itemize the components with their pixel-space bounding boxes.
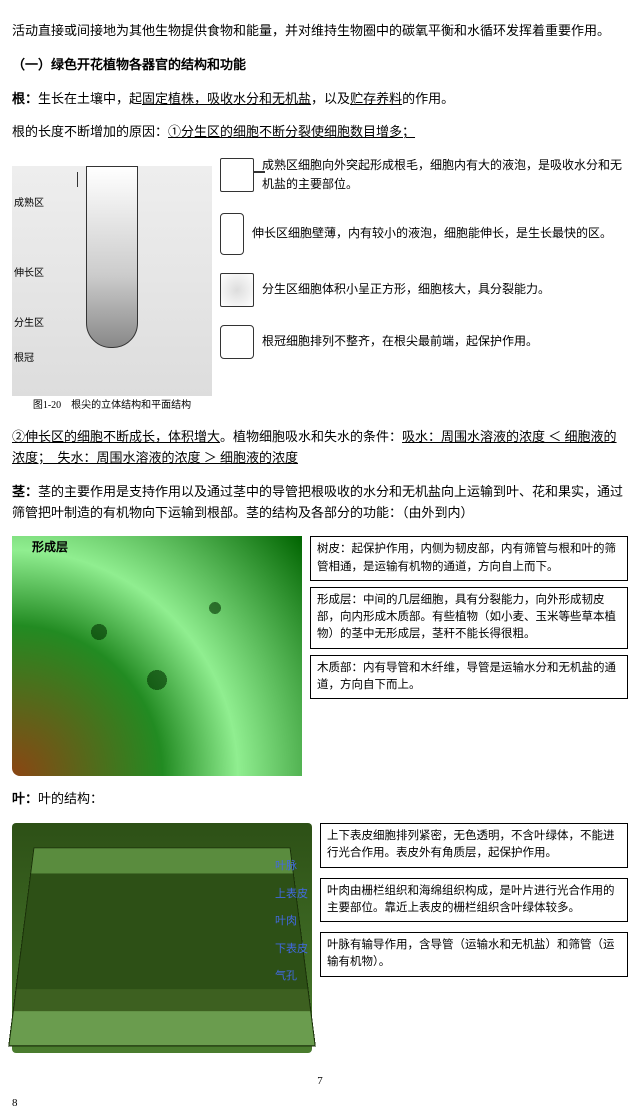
section-1-title: （一）绿色开花植物各器官的结构和功能 [12, 55, 628, 76]
leaf-figure-row: 叶脉 上表皮 叶肉 下表皮 气孔 上下表皮细胞排列紧密，无色透明，不含叶绿体，不… [12, 823, 628, 1053]
leaf-title: 叶：叶的结构： [12, 789, 628, 810]
root-hair-icon [220, 158, 254, 192]
stem-callouts: 树皮：起保护作用，内侧为韧皮部，内有筛管与根和叶的筛管相通，是运输有机物的通道，… [310, 536, 628, 776]
stem-desc: 茎：茎的主要作用是支持作用以及通过茎中的导管把根吸收的水分和无机盐向上运输到叶、… [12, 482, 628, 524]
rootcap-icon [220, 325, 254, 359]
page-number-left: 8 [12, 1095, 628, 1113]
root-diagram: 成熟区 伸长区 分生区 根冠 图1-20 根尖的立体结构和平面结构 [12, 156, 212, 414]
mid-text-1: ②伸长区的细胞不断成长，体积增大。植物细胞吸水和失水的条件：吸水：周围水溶液的浓… [12, 427, 628, 469]
stem-diagram: 形成层 [12, 536, 302, 776]
stem-figure-row: 形成层 树皮：起保护作用，内侧为韧皮部，内有筛管与根和叶的筛管相通，是运输有机物… [12, 536, 628, 776]
page-number-center: 7 [12, 1073, 628, 1091]
leaf-diagram: 叶脉 上表皮 叶肉 下表皮 气孔 [12, 823, 312, 1053]
division-icon [220, 273, 254, 307]
root-reason: 根的长度不断增加的原因：①分生区的细胞不断分裂使细胞数目增多； [12, 122, 628, 143]
root-callouts: 成熟区细胞向外突起形成根毛，细胞内有大的液泡，是吸收水分和无机盐的主要部位。 伸… [220, 156, 628, 414]
leaf-callouts: 上下表皮细胞排列紧密，无色透明，不含叶绿体，不能进行光合作用。表皮外有角质层，起… [320, 823, 628, 1053]
root-figure-row: 成熟区 伸长区 分生区 根冠 图1-20 根尖的立体结构和平面结构 成熟区细胞向… [12, 156, 628, 414]
elongation-icon [220, 213, 244, 255]
intro-text: 活动直接或间接地为其他生物提供食物和能量，并对维持生物圈中的碳氧平衡和水循环发挥… [12, 21, 628, 42]
root-desc: 根：生长在土壤中，起固定植株，吸收水分和无机盐，以及贮存养料的作用。 [12, 89, 628, 110]
